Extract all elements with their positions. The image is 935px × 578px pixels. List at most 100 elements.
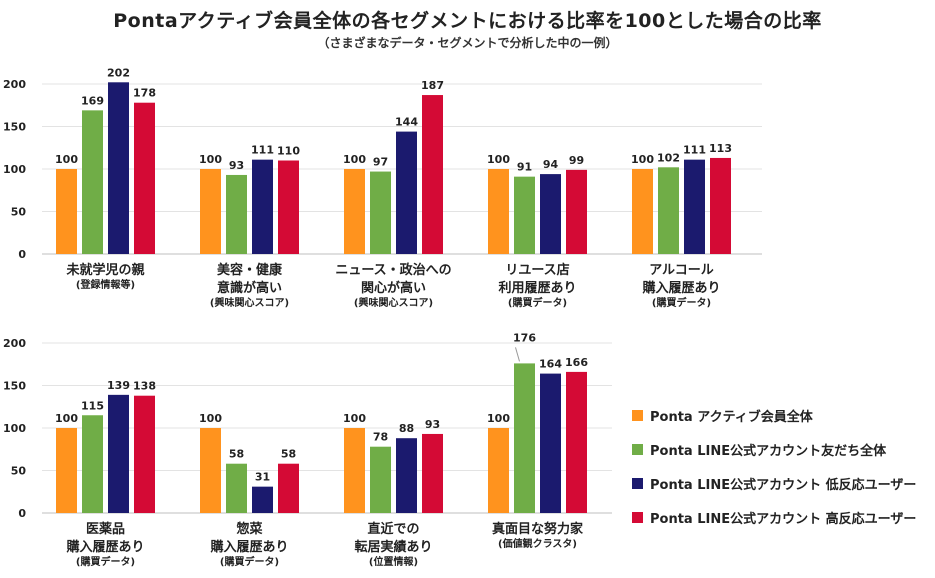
data-label: 100 bbox=[199, 412, 222, 425]
bar bbox=[488, 169, 509, 254]
category-note: (購買データ) bbox=[76, 555, 135, 568]
category-note: (価値観クラスタ) bbox=[498, 537, 577, 550]
bar bbox=[56, 169, 77, 254]
bar bbox=[514, 176, 535, 254]
category-label: 購入履歴あり bbox=[641, 280, 720, 296]
legend-swatch bbox=[632, 409, 643, 421]
data-label: 78 bbox=[373, 431, 388, 444]
bar bbox=[278, 160, 299, 254]
bar bbox=[422, 95, 443, 254]
bar bbox=[226, 174, 247, 254]
legend-label: Ponta LINE公式アカウント友だち全体 bbox=[650, 443, 887, 459]
category-label: 医薬品 bbox=[86, 521, 125, 537]
chart-title: Pontaアクティブ会員全体の各セグメントにおける比率を100とした場合の比率 bbox=[113, 10, 822, 32]
data-label: 166 bbox=[565, 356, 588, 369]
category-label: アルコール bbox=[649, 263, 714, 278]
data-label: 169 bbox=[81, 94, 104, 107]
data-label: 58 bbox=[229, 448, 244, 461]
y-tick-label: 200 bbox=[3, 78, 26, 91]
bar bbox=[200, 428, 221, 513]
category-label: 関心が高い bbox=[361, 280, 426, 296]
data-label: 93 bbox=[425, 418, 440, 431]
data-label: 94 bbox=[543, 158, 559, 171]
y-tick-label: 50 bbox=[11, 465, 27, 478]
bar bbox=[134, 395, 155, 513]
data-label: 100 bbox=[343, 153, 366, 166]
bar bbox=[252, 486, 273, 513]
data-label: 100 bbox=[55, 412, 78, 425]
y-tick-label: 100 bbox=[3, 163, 26, 176]
category-note: (購買データ) bbox=[508, 296, 567, 309]
data-label: 58 bbox=[281, 448, 296, 461]
category-label: 転居実績あり bbox=[354, 539, 432, 555]
category-label: リユース店 bbox=[505, 262, 569, 278]
chart-legend: Ponta アクティブ会員全体 Ponta LINE公式アカウント友だち全体 P… bbox=[632, 398, 916, 534]
chart-subtitle: （さまざまなデータ・セグメントで分析した中の一例） bbox=[317, 36, 618, 50]
data-label: 31 bbox=[255, 471, 270, 484]
bar bbox=[422, 433, 443, 513]
category-label: ニュース・政治への bbox=[335, 262, 451, 278]
label-leader-line bbox=[515, 347, 520, 362]
bar bbox=[278, 463, 299, 513]
category-note: (購買データ) bbox=[220, 555, 279, 568]
bar bbox=[252, 159, 273, 254]
category-label: 意識が高い bbox=[217, 280, 282, 296]
category-note: (興味関心スコア) bbox=[354, 296, 433, 309]
bar bbox=[658, 167, 679, 254]
bar bbox=[514, 363, 535, 513]
data-label: 138 bbox=[133, 380, 156, 393]
bar bbox=[566, 371, 587, 513]
bar bbox=[134, 102, 155, 254]
bar bbox=[344, 428, 365, 513]
legend-label: Ponta LINE公式アカウント 低反応ユーザー bbox=[650, 477, 917, 493]
category-label: 購入履歴あり bbox=[65, 539, 144, 555]
data-label: 176 bbox=[513, 331, 536, 344]
bar bbox=[396, 131, 417, 254]
y-tick-label: 50 bbox=[11, 206, 27, 219]
data-label: 187 bbox=[421, 79, 444, 92]
data-label: 100 bbox=[631, 153, 654, 166]
bar bbox=[56, 428, 77, 513]
bar bbox=[488, 428, 509, 513]
data-label: 93 bbox=[229, 159, 244, 172]
data-label: 99 bbox=[569, 154, 584, 167]
data-label: 91 bbox=[517, 161, 532, 174]
legend-swatch bbox=[632, 477, 643, 489]
category-label: 利用履歴あり bbox=[498, 280, 576, 296]
legend-swatch bbox=[632, 443, 643, 455]
bar bbox=[108, 394, 129, 513]
legend-item-active-all: Ponta アクティブ会員全体 bbox=[632, 398, 916, 432]
y-tick-label: 0 bbox=[18, 248, 26, 261]
category-label: 購入履歴あり bbox=[209, 539, 288, 555]
bar bbox=[632, 169, 653, 254]
bar bbox=[226, 463, 247, 513]
data-label: 111 bbox=[251, 144, 274, 157]
legend-swatch bbox=[632, 511, 643, 523]
bar bbox=[710, 157, 731, 254]
legend-item-low-response: Ponta LINE公式アカウント 低反応ユーザー bbox=[632, 466, 916, 500]
y-tick-label: 150 bbox=[3, 121, 26, 134]
legend-item-line-friends: Ponta LINE公式アカウント友だち全体 bbox=[632, 432, 916, 466]
bar bbox=[540, 174, 561, 254]
bar bbox=[344, 169, 365, 254]
bar bbox=[540, 373, 561, 513]
data-label: 97 bbox=[373, 156, 388, 169]
category-label: 惣菜 bbox=[236, 521, 262, 537]
bar bbox=[396, 438, 417, 513]
data-label: 202 bbox=[107, 66, 130, 79]
bar bbox=[82, 110, 103, 254]
data-label: 100 bbox=[55, 153, 78, 166]
data-label: 115 bbox=[81, 399, 104, 412]
category-note: (興味関心スコア) bbox=[210, 296, 289, 309]
data-label: 88 bbox=[399, 422, 414, 435]
data-label: 100 bbox=[343, 412, 366, 425]
y-tick-label: 100 bbox=[3, 422, 26, 435]
bar bbox=[108, 82, 129, 254]
category-label: 真面目な努力家 bbox=[492, 521, 584, 537]
legend-label: Ponta アクティブ会員全体 bbox=[650, 409, 813, 425]
bar bbox=[200, 169, 221, 254]
bar bbox=[82, 415, 103, 513]
data-label: 100 bbox=[487, 153, 510, 166]
data-label: 100 bbox=[487, 412, 510, 425]
